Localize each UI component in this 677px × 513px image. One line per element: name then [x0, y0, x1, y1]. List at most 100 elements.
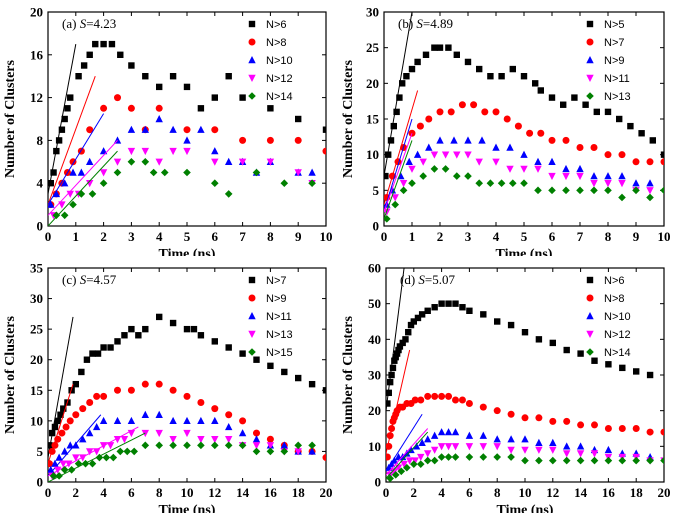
data-point-series-3	[266, 158, 275, 166]
data-point-series-2	[444, 428, 453, 436]
data-point-series-4	[211, 441, 219, 450]
data-point-series-3	[59, 460, 67, 468]
data-point-series-3	[99, 442, 108, 450]
data-point-series-0	[58, 126, 66, 133]
data-point-series-0	[156, 83, 163, 91]
data-point-series-2	[424, 435, 432, 443]
data-point-series-1	[197, 399, 205, 407]
data-point-series-2	[197, 416, 205, 425]
data-point-series-4	[81, 459, 90, 468]
data-point-series-0	[571, 94, 578, 101]
data-point-series-0	[48, 180, 54, 187]
legend-label: N>8	[604, 293, 625, 305]
y-tick-label: 12	[30, 90, 43, 105]
legend-marker	[248, 276, 256, 284]
data-point-series-4	[646, 193, 654, 202]
data-point-series-3	[155, 158, 163, 166]
x-tick-label: 4	[438, 485, 445, 500]
data-point-series-0	[108, 40, 116, 48]
data-point-series-4	[266, 447, 275, 456]
data-point-series-3	[400, 460, 408, 469]
data-point-series-0	[48, 429, 56, 437]
data-point-series-2	[99, 147, 108, 155]
data-point-series-0	[549, 339, 556, 347]
y-tick-label: 0	[37, 475, 44, 490]
data-point-series-1	[183, 126, 191, 134]
data-point-series-4	[197, 441, 205, 450]
data-point-series-4	[590, 186, 598, 195]
data-point-series-4	[479, 453, 488, 461]
data-point-series-1	[66, 417, 74, 425]
data-point-series-1	[576, 144, 584, 152]
legend-label: N>9	[266, 293, 287, 305]
data-point-series-4	[130, 447, 138, 456]
data-point-series-4	[183, 441, 191, 450]
data-point-series-1	[562, 136, 570, 144]
data-point-series-3	[66, 190, 74, 198]
data-point-series-4	[141, 158, 150, 166]
data-point-series-2	[464, 136, 472, 144]
y-axis-label: Number of Clusters	[341, 59, 356, 178]
data-point-series-2	[548, 157, 556, 165]
data-point-series-0	[183, 83, 191, 91]
data-point-series-1	[521, 414, 529, 422]
data-point-series-4	[646, 456, 654, 465]
data-point-series-4	[52, 211, 61, 220]
x-tick-label: 2	[437, 229, 444, 244]
data-point-series-4	[444, 453, 453, 461]
data-point-series-2	[225, 157, 233, 165]
data-point-series-0	[405, 329, 412, 336]
data-point-series-1	[51, 441, 59, 449]
data-point-series-2	[425, 143, 433, 151]
data-point-series-0	[225, 344, 232, 351]
x-tick-label: 8	[156, 485, 163, 500]
data-point-series-4	[562, 456, 571, 465]
legend-label: N>7	[604, 37, 625, 49]
legend-marker	[248, 38, 256, 46]
fit-line-series-4	[386, 431, 429, 479]
data-point-series-4	[399, 186, 408, 195]
data-point-series-0	[72, 380, 79, 388]
x-tick-label: 10	[181, 485, 194, 500]
data-point-series-1	[58, 429, 66, 437]
data-point-series-0	[638, 130, 645, 137]
data-point-series-0	[403, 73, 410, 80]
x-tick-label: 12	[546, 485, 559, 500]
data-point-series-0	[418, 311, 426, 318]
data-point-series-2	[450, 136, 458, 144]
data-point-series-2	[506, 143, 514, 151]
data-point-series-4	[576, 186, 584, 195]
data-point-series-0	[396, 343, 404, 350]
data-point-series-0	[107, 344, 114, 351]
data-point-series-3	[266, 442, 275, 450]
x-tick-label: 10	[320, 229, 333, 244]
data-point-series-4	[437, 453, 446, 461]
data-point-series-3	[79, 454, 87, 462]
data-point-series-1	[503, 115, 511, 123]
data-point-series-1	[417, 396, 425, 404]
data-point-series-3	[141, 147, 149, 156]
legend-marker	[248, 312, 256, 320]
data-point-series-1	[62, 423, 70, 431]
data-point-series-1	[86, 399, 94, 407]
y-tick-label: 25	[366, 40, 380, 55]
data-point-series-3	[106, 442, 115, 450]
data-point-series-1	[322, 454, 326, 462]
data-point-series-4	[410, 460, 418, 468]
data-point-series-4	[618, 193, 626, 202]
data-point-series-3	[563, 450, 571, 458]
data-point-series-2	[55, 453, 63, 461]
data-point-series-0	[582, 101, 589, 108]
data-point-series-3	[58, 201, 66, 209]
data-point-series-0	[60, 405, 67, 412]
fit-line-series-2	[48, 113, 105, 205]
data-point-series-3	[411, 457, 419, 465]
data-point-series-0	[83, 356, 91, 363]
fit-line-series-1	[48, 76, 96, 205]
data-point-series-3	[252, 442, 261, 450]
legend-label: N>10	[604, 311, 631, 323]
x-axis-label: Time (ns)	[159, 247, 216, 256]
data-point-series-0	[422, 51, 430, 58]
data-point-series-3	[294, 448, 302, 456]
